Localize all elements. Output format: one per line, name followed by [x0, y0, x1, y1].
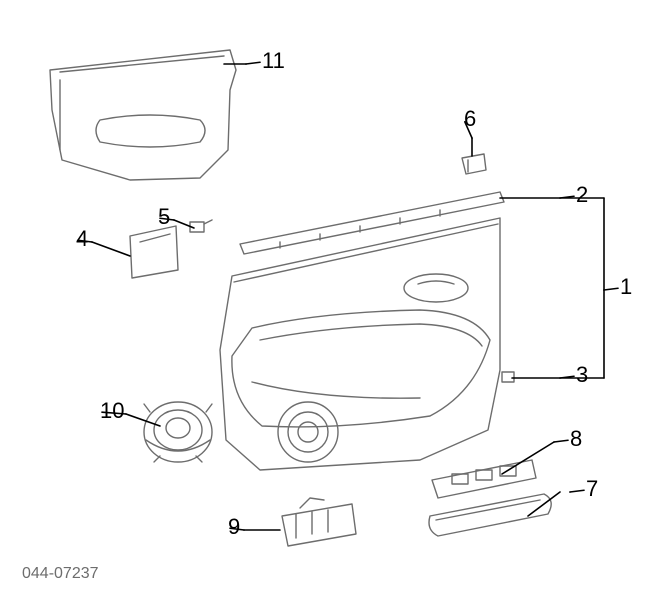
callout-label-3: 3: [576, 364, 588, 386]
callout-stub: [246, 62, 260, 64]
part-4-corner-garnish: [130, 226, 178, 278]
callout-label-1: 1: [620, 276, 632, 298]
leader-line: [126, 414, 160, 426]
callout-label-5: 5: [158, 206, 170, 228]
leader-line: [528, 492, 560, 516]
leader-line: [174, 220, 194, 228]
callout-label-8: 8: [570, 428, 582, 450]
leader-line: [92, 242, 130, 256]
callout-label-11: 11: [262, 50, 285, 72]
diagram-reference-id: 044-07237: [22, 566, 99, 582]
callout-label-6: 6: [464, 108, 476, 130]
part-1-door-trim-panel: [220, 218, 514, 470]
leader-lines: [0, 0, 652, 600]
callout-label-2: 2: [576, 184, 588, 206]
callout-stub: [560, 376, 574, 378]
callout-label-9: 9: [228, 516, 240, 538]
callout-label-4: 4: [76, 228, 88, 250]
part-9-switch-module: [282, 498, 356, 546]
callout-stub: [570, 490, 584, 492]
leader-line: [502, 442, 554, 474]
part-11-water-shield: [50, 50, 236, 180]
diagram-stage: { "diagram": { "reference_id": "044-0723…: [0, 0, 652, 600]
callout-stub: [604, 288, 618, 290]
callout-stub: [560, 196, 574, 198]
part-5-plug: [190, 220, 212, 232]
part-6-clip: [462, 154, 486, 174]
part-8-window-switch-bezel: [432, 460, 536, 498]
callout-stub: [554, 440, 568, 442]
part-2-belt-weatherstrip: [240, 192, 504, 254]
parts-layer: [0, 0, 652, 600]
part-7-armrest: [429, 494, 551, 536]
callout-label-7: 7: [586, 478, 598, 500]
callout-label-10: 10: [100, 400, 124, 422]
part-10-speaker: [144, 402, 212, 462]
